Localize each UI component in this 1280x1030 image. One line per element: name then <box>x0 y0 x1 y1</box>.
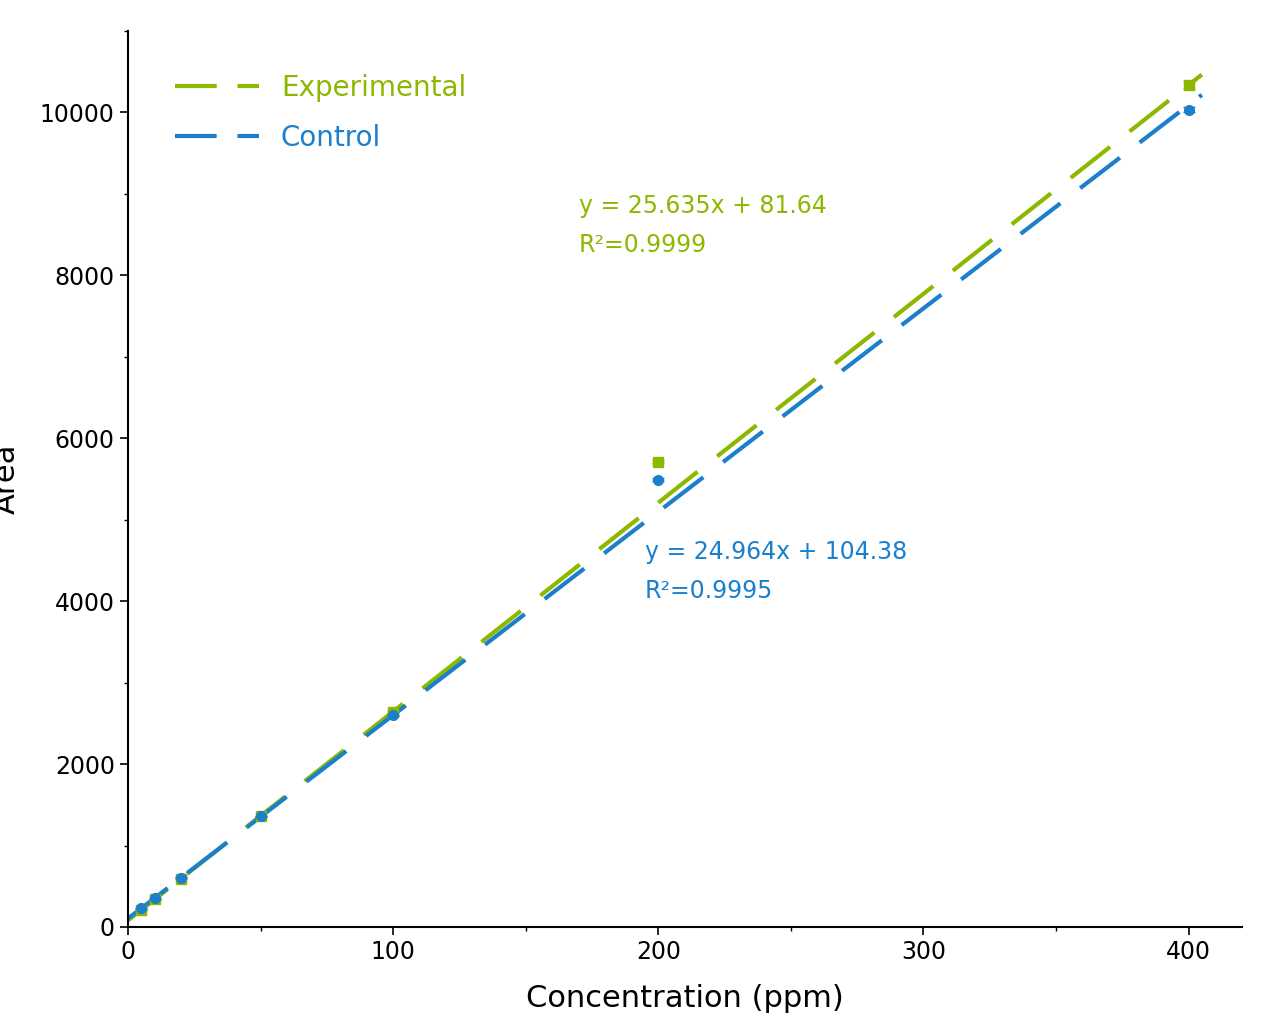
Experimental <box>636 508 652 520</box>
Control <box>701 467 717 479</box>
Experimental <box>701 456 717 469</box>
Text: y = 24.964x + 104.38
R²=0.9995: y = 24.964x + 104.38 R²=0.9995 <box>645 540 908 604</box>
Text: y = 25.635x + 81.64
R²=0.9999: y = 25.635x + 81.64 R²=0.9999 <box>579 194 827 258</box>
Experimental <box>1169 89 1184 101</box>
Experimental <box>630 513 645 525</box>
Control <box>120 913 136 925</box>
Control <box>1001 237 1016 249</box>
Line: Experimental: Experimental <box>128 74 1202 921</box>
Y-axis label: Area: Area <box>0 444 20 514</box>
Experimental <box>1001 221 1016 234</box>
Experimental <box>1194 68 1210 80</box>
Control <box>1194 89 1210 101</box>
Experimental <box>120 915 136 927</box>
Experimental <box>759 411 774 423</box>
Control <box>630 521 645 534</box>
Control <box>636 516 652 528</box>
Control <box>1169 108 1184 121</box>
Legend: Experimental, Control: Experimental, Control <box>164 63 477 163</box>
Control <box>759 422 774 435</box>
X-axis label: Concentration (ppm): Concentration (ppm) <box>526 984 844 1012</box>
Line: Control: Control <box>128 95 1202 919</box>
